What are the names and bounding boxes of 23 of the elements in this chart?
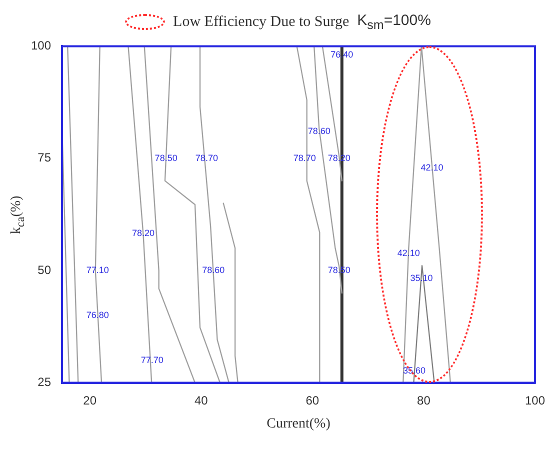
x-tick-label: 40 (194, 393, 208, 408)
annotation: 78.70 (293, 152, 316, 163)
y-tick-label: 75 (38, 150, 52, 165)
annotation: 77.70 (140, 354, 164, 365)
x-tick-label: 80 (417, 393, 431, 408)
annotation: 78.70 (195, 152, 218, 163)
text: Low Efficiency Due to Surge (173, 14, 350, 30)
annotation: 78.60 (202, 265, 225, 276)
annotation: 78.60 (308, 126, 330, 136)
annotation: 42.10 (397, 248, 420, 258)
annotation: 42.10 (420, 162, 444, 172)
text: K$_{sm}$=100% (357, 12, 431, 32)
annotation: 78.20 (132, 228, 155, 238)
annotation: 77.10 (86, 265, 109, 276)
x-tick-label: 60 (306, 393, 320, 408)
annotation: 78.50 (154, 152, 178, 163)
annotation: 76.80 (86, 310, 109, 320)
y-tick-label: 100 (30, 38, 52, 53)
x-tick-label: 100 (524, 393, 546, 408)
y-tick-label: 25 (38, 375, 52, 390)
x-tick-label: 20 (83, 393, 97, 408)
x-axis-title: Current(%) (266, 416, 331, 432)
y-tick-label: 50 (38, 262, 52, 277)
